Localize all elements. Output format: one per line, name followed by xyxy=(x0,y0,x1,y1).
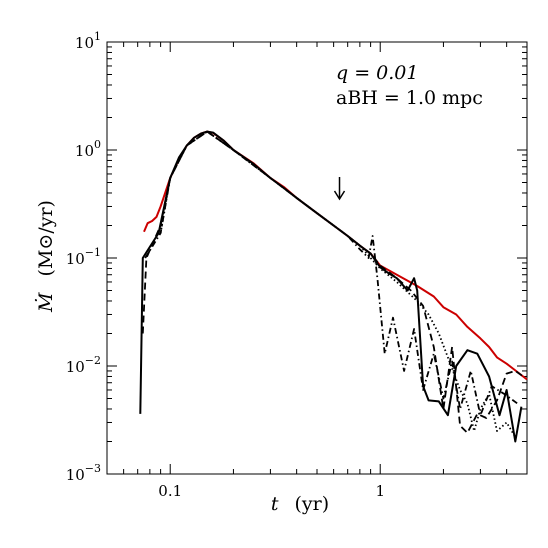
down-arrow-marker xyxy=(333,177,346,201)
y-axis-unit: (M⊙/yr) xyxy=(35,200,57,276)
y-tick-label-0: 10−3 xyxy=(66,462,101,484)
y-tick-base-1: 10 xyxy=(66,358,85,376)
y-tick-exp-0: −3 xyxy=(85,462,101,475)
y-tick-exp-3: 0 xyxy=(94,138,101,151)
series-line-1 xyxy=(139,130,523,443)
series-line-4 xyxy=(159,130,517,438)
x-axis-title: t (yr) xyxy=(271,493,329,515)
y-tick-base-2: 10 xyxy=(66,250,85,268)
x-tick-label-0: 0.1 xyxy=(158,482,182,500)
x-tick-label-1: 1 xyxy=(375,482,385,500)
y-tick-exp-1: −2 xyxy=(85,354,101,367)
y-axis-title: Ṁ (M⊙/yr) xyxy=(34,200,57,313)
x-axis-symbol: t xyxy=(271,493,279,515)
y-tick-label-2: 10−1 xyxy=(66,246,101,268)
annotation-abh-text: aBH = 1.0 mpc xyxy=(336,87,483,109)
y-tick-label-3: 100 xyxy=(75,138,101,160)
annotation-q: q = 0.01 xyxy=(336,62,418,84)
y-tick-exp-4: 1 xyxy=(94,30,101,43)
y-axis-symbol: Ṁ xyxy=(34,292,57,313)
y-tick-label-4: 101 xyxy=(75,30,101,52)
y-tick-base-3: 10 xyxy=(75,142,94,160)
annotation-q-text: q = 0.01 xyxy=(336,62,418,84)
annotation-abh: aBH = 1.0 mpc xyxy=(336,87,483,109)
y-tick-label-1: 10−2 xyxy=(66,354,101,376)
series-group xyxy=(139,130,528,443)
series-line-3 xyxy=(144,130,518,417)
arrow-head xyxy=(333,190,346,201)
series-line-0 xyxy=(143,130,528,381)
x-axis-unit: (yr) xyxy=(295,493,330,515)
y-tick-base-4: 10 xyxy=(75,34,94,52)
y-tick-exp-2: −1 xyxy=(85,246,101,259)
y-tick-base-0: 10 xyxy=(66,466,85,484)
